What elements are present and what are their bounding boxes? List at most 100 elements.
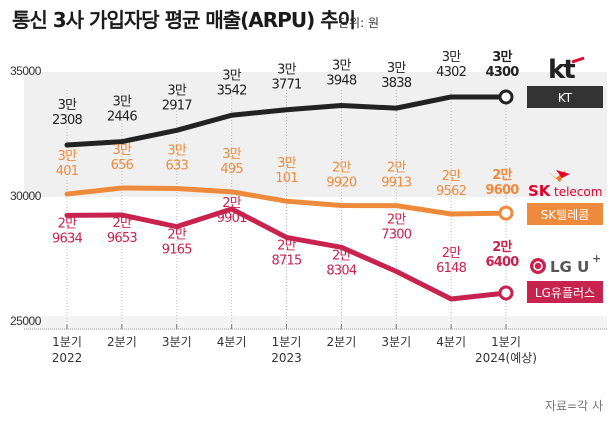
data-label-value: 2308 bbox=[52, 113, 82, 128]
data-label-unit: 2만 bbox=[58, 216, 77, 231]
x-tick-quarter: 4분기 bbox=[436, 335, 466, 349]
sk-butterfly-red bbox=[556, 170, 570, 178]
data-label-unit: 3만 bbox=[222, 68, 241, 83]
end-point-marker bbox=[498, 89, 514, 105]
data-label-value: 9562 bbox=[436, 184, 466, 199]
series-lines bbox=[64, 89, 514, 302]
data-label-value: 6148 bbox=[436, 261, 466, 276]
x-tick-quarter: 4분기 bbox=[217, 335, 247, 349]
y-tick-label: 30000 bbox=[10, 189, 42, 203]
sk-logo-icon bbox=[548, 170, 570, 182]
legend-skt: SK telecom SK텔레콤 bbox=[527, 170, 603, 225]
data-label-value: 9653 bbox=[107, 231, 137, 246]
end-point-marker bbox=[498, 205, 514, 221]
x-ticks: 1분기 2022 2분기 3분기 4분기 1분기 2023 2분기 3분기 4분기 1분기 2024(… bbox=[52, 324, 537, 365]
data-label-value: 401 bbox=[56, 164, 79, 179]
data-label-value: 4300 bbox=[486, 65, 520, 80]
lgu-plus-icon: + bbox=[592, 252, 601, 265]
data-label-value: 9634 bbox=[52, 231, 82, 246]
upper-band bbox=[24, 72, 607, 197]
series-line-skt bbox=[64, 185, 509, 217]
data-label-unit: 2만 bbox=[492, 167, 512, 183]
x-tick-quarter: 3분기 bbox=[162, 335, 192, 349]
telecom-logo-text: telecom bbox=[554, 185, 602, 199]
data-label-value: 8304 bbox=[326, 263, 356, 278]
kt-badge-label: KT bbox=[558, 91, 573, 105]
x-tick-quarter: 2분기 bbox=[107, 335, 137, 349]
data-label-value: 3948 bbox=[326, 73, 356, 88]
data-label-unit: 2만 bbox=[332, 160, 351, 175]
data-label-unit: 3만 bbox=[58, 149, 77, 164]
data-label-value: 2917 bbox=[162, 98, 192, 113]
legend-lgu: LG U + LG유플러스 bbox=[527, 252, 603, 303]
lgu-badge-label: LG유플러스 bbox=[535, 286, 595, 300]
data-label-unit: 2만 bbox=[277, 238, 296, 253]
data-label-unit: 3만 bbox=[167, 83, 186, 98]
x-tick-year: 2022 bbox=[52, 351, 83, 365]
data-label-unit: 3만 bbox=[222, 147, 241, 162]
data-label-unit: 2만 bbox=[387, 212, 406, 227]
y-tick-label: 25000 bbox=[10, 314, 42, 328]
kt-logo-text: kt bbox=[548, 55, 575, 85]
data-label-unit: 2만 bbox=[387, 161, 406, 176]
lg-logo-icon bbox=[530, 258, 546, 274]
data-label-unit: 2만 bbox=[222, 196, 241, 211]
x-tick-year: 2023 bbox=[271, 351, 302, 365]
data-label-unit: 3만 bbox=[442, 50, 461, 65]
data-label-value: 9165 bbox=[162, 243, 192, 258]
skt-badge-label: SK텔레콤 bbox=[541, 208, 590, 222]
end-point-marker bbox=[498, 285, 514, 301]
data-label-unit: 3만 bbox=[58, 98, 77, 113]
x-tick-year: 2024(예상) bbox=[475, 351, 537, 365]
data-label-unit: 3만 bbox=[332, 58, 351, 73]
y-tick-label: 35000 bbox=[10, 64, 42, 78]
chart-title: 통신 3사 가입자당 평균 매출(ARPU) 추이 bbox=[12, 8, 355, 32]
x-tick-quarter: 1분기 bbox=[52, 335, 82, 349]
data-label-value: 7300 bbox=[381, 227, 411, 242]
data-label-value: 6400 bbox=[486, 255, 520, 270]
x-tick-quarter: 3분기 bbox=[381, 335, 411, 349]
data-label-value: 8715 bbox=[272, 253, 302, 268]
data-label-value: 3771 bbox=[272, 78, 302, 93]
data-label-unit: 2만 bbox=[167, 228, 186, 243]
kt-badge bbox=[527, 86, 603, 108]
x-tick-quarter: 1분기 bbox=[491, 335, 521, 349]
data-label-value: 9600 bbox=[486, 183, 520, 198]
kt-logo-accent bbox=[571, 56, 585, 64]
data-label-value: 9901 bbox=[217, 211, 247, 226]
sk-butterfly-orange bbox=[548, 170, 566, 182]
sk-logo-text: SK bbox=[528, 182, 552, 200]
data-label-unit: 3만 bbox=[167, 144, 186, 159]
skt-badge bbox=[527, 203, 603, 225]
x-tick-quarter: 2분기 bbox=[327, 335, 357, 349]
data-label-unit: 3만 bbox=[277, 156, 296, 171]
series-line-lgu bbox=[64, 206, 509, 302]
source-note: 자료=각 사 bbox=[545, 399, 603, 413]
x-tick-quarter: 1분기 bbox=[272, 335, 302, 349]
data-label-value: 9913 bbox=[381, 176, 411, 191]
data-label-unit: 3만 bbox=[492, 49, 512, 65]
data-label-value: 3838 bbox=[381, 76, 411, 91]
data-label-value: 495 bbox=[220, 162, 243, 177]
legend-kt: kt KT bbox=[527, 55, 603, 108]
data-label-unit: 3만 bbox=[277, 63, 296, 78]
data-label-unit: 3만 bbox=[113, 95, 132, 110]
data-label-unit: 2만 bbox=[442, 169, 461, 184]
unit-label: 단위: 원 bbox=[338, 16, 379, 30]
lgu-badge bbox=[527, 281, 603, 303]
axis-shadow bbox=[24, 316, 607, 330]
data-label-unit: 2만 bbox=[332, 248, 351, 263]
data-label-value: 633 bbox=[166, 159, 189, 174]
point-labels: 3만23083만24463만29173만35423만37713만39483만38… bbox=[52, 49, 520, 278]
data-label-unit: 2만 bbox=[492, 239, 512, 255]
series-line-kt bbox=[64, 94, 509, 148]
lgu-logo-text: LG U bbox=[550, 258, 589, 276]
kt-logo-icon: kt bbox=[548, 55, 585, 85]
data-label-value: 2446 bbox=[107, 110, 137, 125]
data-label-unit: 3만 bbox=[113, 143, 132, 158]
data-label-unit: 2만 bbox=[442, 246, 461, 261]
data-label-unit: 2만 bbox=[113, 216, 132, 231]
data-label-value: 3542 bbox=[217, 83, 247, 98]
data-label-value: 656 bbox=[111, 158, 134, 173]
